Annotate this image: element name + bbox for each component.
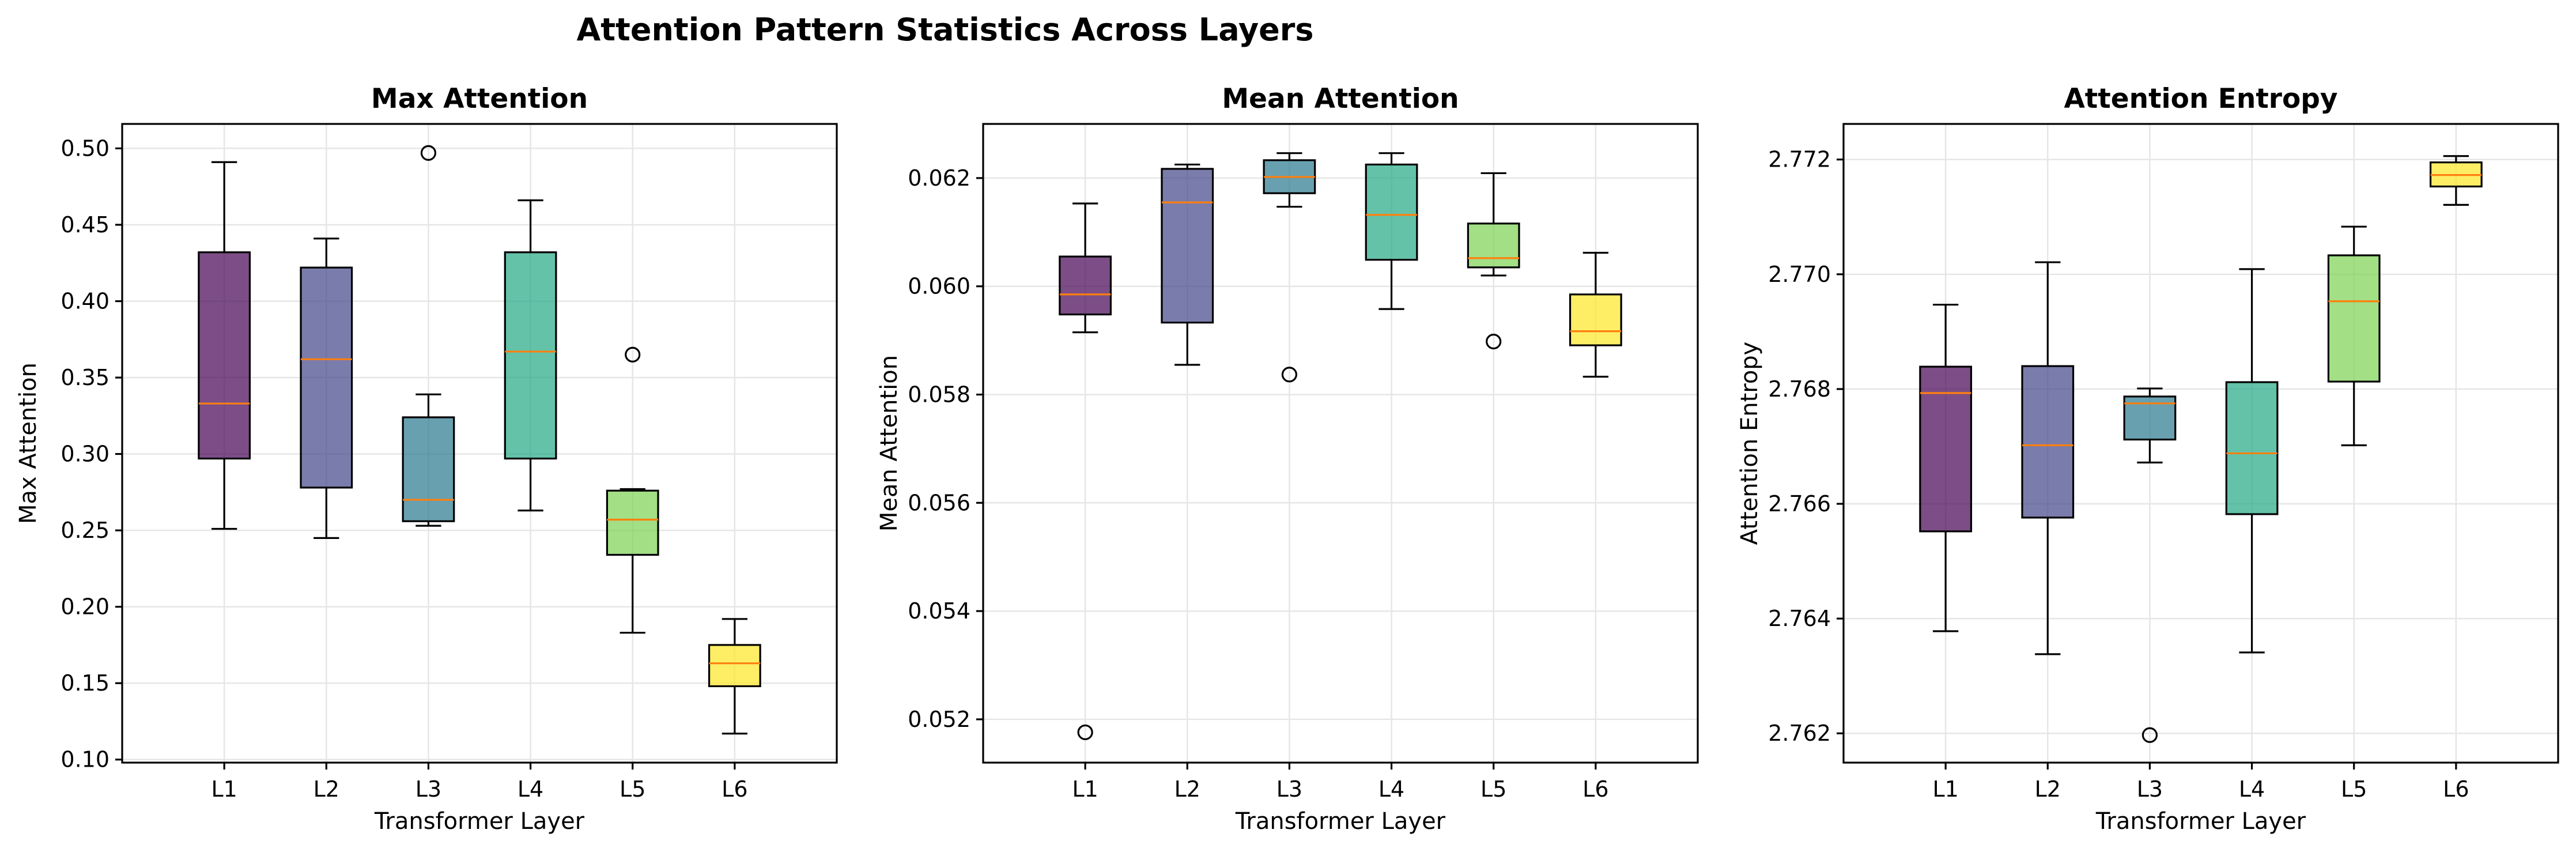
outlier-point <box>2141 727 2158 743</box>
subplots: 0.10 0.15 0.20 0.25 0.30 0.35 0.40 0.45 0.50 L1 L2… <box>15 83 2559 835</box>
box-L4 <box>1365 152 1418 310</box>
box-L2 <box>1161 163 1214 366</box>
x-tick-label: L6 <box>2443 776 2469 802</box>
box-L4 <box>2225 268 2279 654</box>
box-iqr <box>1365 163 1418 261</box>
y-axis-label: Max Attention <box>15 363 41 524</box>
y-tick-label: 0.054 <box>908 598 970 624</box>
box-L5 <box>2327 225 2381 447</box>
y-tick-label: 0.15 <box>61 670 109 696</box>
box-L2 <box>300 237 353 539</box>
box-iqr <box>1161 168 1214 324</box>
box-L2 <box>2021 261 2075 655</box>
x-tick-label: L4 <box>1378 776 1404 802</box>
y-tick-label: 0.50 <box>61 135 109 161</box>
box-iqr <box>198 251 251 460</box>
y-tick-label: 0.056 <box>908 490 970 515</box>
box-L3 <box>2123 387 2177 743</box>
subplot-3: 2.762 2.764 2.766 2.768 2.770 2.772 L1 L2 L3 L4 L5… <box>1736 83 2559 835</box>
y-tick-label: 0.25 <box>61 518 109 543</box>
x-tick-label: L2 <box>313 776 339 802</box>
box-L1 <box>1919 303 1973 632</box>
box-iqr <box>1467 223 1520 269</box>
y-tick-label: 0.30 <box>61 442 109 467</box>
outlier-point <box>1281 367 1298 383</box>
y-tick-label: 0.20 <box>61 594 109 620</box>
box-iqr <box>504 251 557 460</box>
box-iqr <box>300 266 353 489</box>
subplot-2: 0.052 0.054 0.056 0.058 0.060 0.062 L1 L2 L3 L4 L5… <box>876 83 1699 835</box>
y-tick-label: 0.052 <box>908 707 970 732</box>
box-iqr <box>1059 255 1112 316</box>
axes-frame <box>1842 123 2559 764</box>
box-L6 <box>1569 251 1622 378</box>
y-tick-label: 0.060 <box>908 274 970 299</box>
y-axis-label: Attention Entropy <box>1736 342 1763 545</box>
subplot-title: Max Attention <box>371 83 588 115</box>
x-tick-label: L3 <box>1276 776 1302 802</box>
y-tick-label: 2.766 <box>1768 491 1831 516</box>
outlier-point <box>1486 333 1502 350</box>
box-L4 <box>504 199 557 512</box>
y-tick-label: 0.058 <box>908 382 970 407</box>
box-L3 <box>402 145 455 527</box>
box-iqr <box>708 644 761 688</box>
subplot-title: Attention Entropy <box>2064 83 2337 115</box>
y-tick-label: 0.062 <box>908 165 970 191</box>
box-L3 <box>1263 152 1316 383</box>
x-tick-label: L3 <box>2137 776 2163 802</box>
y-tick-label: 2.772 <box>1768 147 1831 172</box>
box-L6 <box>708 618 761 735</box>
y-tick-label: 2.770 <box>1768 262 1831 287</box>
x-tick-label: L6 <box>1582 776 1608 802</box>
box-iqr <box>2225 381 2279 515</box>
box-iqr <box>1569 293 1622 346</box>
x-tick-label: L1 <box>211 776 237 802</box>
outlier-point <box>420 145 437 161</box>
box-L5 <box>1467 172 1520 350</box>
x-tick-label: L1 <box>1932 776 1958 802</box>
box-iqr <box>2021 365 2075 519</box>
outlier-point <box>625 346 641 363</box>
axes-frame <box>121 123 838 764</box>
y-tick-label: 2.764 <box>1768 606 1831 631</box>
box-L5 <box>606 346 659 634</box>
x-tick-label: L5 <box>620 776 645 802</box>
x-tick-label: L5 <box>1480 776 1506 802</box>
y-tick-label: 0.35 <box>61 365 109 390</box>
y-tick-label: 0.10 <box>61 747 109 772</box>
box-iqr <box>1919 365 1973 533</box>
y-tick-label: 2.762 <box>1768 721 1831 746</box>
box-iqr <box>2327 254 2381 383</box>
x-tick-label: L3 <box>416 776 441 802</box>
x-tick-label: L2 <box>1174 776 1200 802</box>
x-tick-label: L2 <box>2035 776 2061 802</box>
x-tick-label: L4 <box>518 776 543 802</box>
x-tick-label: L6 <box>722 776 747 802</box>
box-L6 <box>2429 155 2483 206</box>
box-L1 <box>1059 202 1112 741</box>
x-tick-label: L1 <box>1072 776 1098 802</box>
box-L1 <box>198 161 251 530</box>
subplot-title: Mean Attention <box>1222 83 1459 115</box>
x-tick-label: L5 <box>2341 776 2367 802</box>
y-tick-label: 0.40 <box>61 288 109 314</box>
axes-frame <box>982 123 1699 764</box>
x-tick-label: L4 <box>2239 776 2265 802</box>
outlier-point <box>1077 724 1093 741</box>
y-axis-label: Mean Attention <box>876 355 902 531</box>
y-tick-label: 0.45 <box>61 212 109 237</box>
box-iqr <box>402 416 455 522</box>
y-tick-label: 2.768 <box>1768 376 1831 402</box>
x-axis-label: Transformer Layer <box>2095 808 2306 835</box>
x-axis-label: Transformer Layer <box>374 808 585 835</box>
box-iqr <box>606 489 659 556</box>
figure-title: Attention Pattern Statistics Across Laye… <box>576 12 1313 48</box>
subplot-1: 0.10 0.15 0.20 0.25 0.30 0.35 0.40 0.45 0.50 L1 L2… <box>15 83 838 835</box>
x-axis-label: Transformer Layer <box>1235 808 1446 835</box>
